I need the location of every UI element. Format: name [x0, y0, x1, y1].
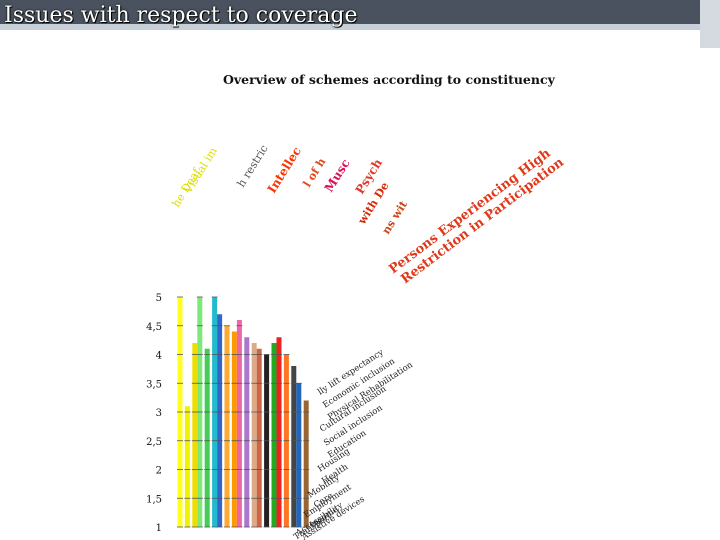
- series: [271, 343, 277, 528]
- y-tick-label: 4,5: [146, 322, 162, 333]
- slide-corner-tab: [700, 0, 720, 48]
- series: [303, 400, 310, 528]
- legend-item: Visual im: [181, 145, 220, 197]
- y-tick-label: 2: [156, 466, 162, 477]
- series: [204, 348, 211, 528]
- slide-title: Issues with respect to coverage: [4, 3, 358, 28]
- legend-item: ns wit: [380, 198, 411, 237]
- legend-item: h restric: [235, 143, 271, 190]
- series: [290, 366, 297, 528]
- series: [231, 331, 238, 528]
- series: [224, 325, 230, 528]
- title-bar-stripe: [0, 24, 700, 30]
- series: [243, 337, 250, 528]
- legend-item: Persons Experiencing High: [386, 146, 554, 277]
- series: [196, 296, 203, 528]
- chart-title: Overview of schemes according to constit…: [223, 72, 555, 87]
- title-bar: [0, 0, 700, 24]
- series: [236, 320, 243, 528]
- y-tick-label: 1: [156, 523, 162, 534]
- y-tick-label: 1,5: [146, 494, 162, 505]
- legend-item: Restriction in Participation: [398, 155, 567, 287]
- series-group: [177, 296, 310, 528]
- series: [276, 337, 282, 528]
- series: [184, 406, 191, 528]
- series: [177, 296, 183, 528]
- y-tick-label: 2,5: [146, 437, 162, 448]
- series: [283, 354, 290, 528]
- series: [216, 314, 223, 528]
- series: [263, 354, 270, 528]
- series: [295, 382, 302, 528]
- y-tick-label: 3,5: [146, 379, 162, 390]
- series: [256, 348, 263, 528]
- series: [251, 343, 258, 528]
- legend-item: Intellec: [265, 144, 304, 195]
- y-tick-label: 3: [156, 408, 162, 419]
- y-tick-label: 4: [156, 351, 162, 362]
- series: [191, 343, 198, 528]
- y-axis: 5 4,5 4 3,5 3 2,5 2 1,5 1: [146, 293, 162, 534]
- y-tick-label: 5: [156, 293, 162, 304]
